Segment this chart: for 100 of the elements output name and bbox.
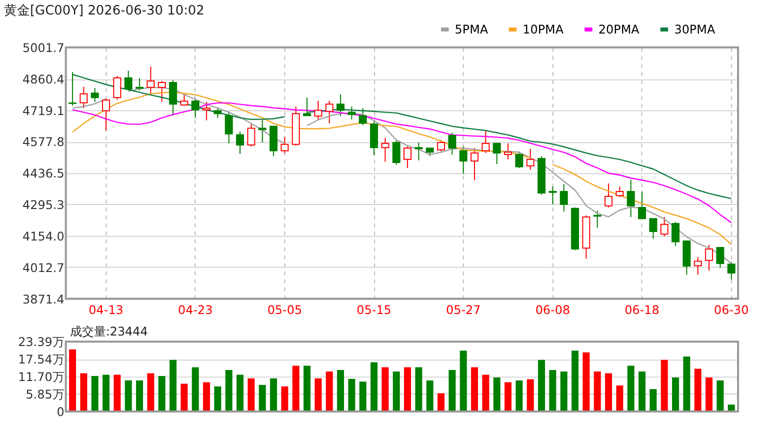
y-tick-label: 5.85万: [26, 388, 64, 402]
y-tick-label: 4295.3: [22, 198, 64, 212]
x-tick-label: 06-08: [535, 303, 570, 318]
candlestick: [303, 97, 312, 117]
bar: [426, 380, 434, 412]
candlestick: [515, 150, 524, 169]
bar: [660, 360, 668, 412]
bar: [448, 370, 456, 412]
y-tick-label: 4154.0: [22, 229, 64, 244]
candlestick: [90, 88, 99, 102]
candlestick: [504, 142, 512, 160]
candlestick: [548, 186, 557, 205]
line-series: [72, 102, 732, 224]
bar: [236, 374, 244, 412]
bar: [605, 373, 612, 412]
bar: [326, 371, 333, 412]
bar: [370, 362, 378, 412]
candlestick: [492, 142, 501, 165]
candlestick: [660, 216, 668, 237]
candlestick: [214, 108, 222, 118]
candlestick: [325, 100, 334, 124]
bar: [694, 368, 702, 412]
bar: [114, 374, 121, 412]
bar: [560, 371, 568, 412]
bar: [192, 367, 199, 412]
candlestick: [258, 119, 266, 144]
x-tick-label: 04-23: [178, 303, 213, 318]
bar: [158, 376, 166, 412]
bar: [594, 371, 601, 412]
candlestick: [649, 218, 658, 240]
candlestick: [169, 80, 178, 116]
candlestick: [392, 140, 400, 166]
candlestick: [146, 66, 155, 96]
candlestick: [705, 244, 714, 272]
y-tick-label: 4436.5: [22, 166, 64, 181]
y-tick-label: 3871.4: [22, 292, 64, 306]
bar: [102, 374, 110, 412]
bar: [91, 376, 98, 412]
bar: [672, 377, 680, 412]
bar: [69, 349, 76, 412]
bar: [147, 373, 154, 412]
y-tick-label: 5001.7: [22, 40, 64, 55]
candlestick: [158, 80, 166, 102]
candlestick: [404, 146, 412, 169]
candlestick: [437, 140, 446, 152]
bar: [304, 366, 311, 412]
x-tick-label: 05-05: [267, 303, 302, 318]
bar: [225, 370, 232, 412]
bar: [504, 382, 512, 412]
bar: [292, 366, 300, 412]
x-tick-label: 05-27: [446, 303, 481, 318]
bar: [493, 377, 500, 412]
y-tick-label: 17.54万: [18, 352, 64, 367]
bar: [270, 378, 278, 412]
candlestick: [102, 98, 110, 132]
candlestick: [80, 86, 88, 109]
bar: [392, 371, 400, 412]
bar: [170, 360, 177, 412]
bar: [683, 356, 690, 412]
chart-title: 黄金[GC00Y] 2026-06-30 10:02: [4, 4, 204, 19]
candlestick: [348, 106, 356, 120]
candlestick: [381, 137, 390, 162]
bar: [471, 367, 478, 412]
bar: [359, 382, 366, 412]
candlestick: [247, 124, 256, 148]
candlestick: [202, 101, 211, 121]
bar: [716, 380, 724, 412]
candlestick: [672, 221, 680, 246]
candlestick: [526, 148, 534, 170]
x-tick-label: 04-13: [88, 303, 124, 318]
bar: [415, 367, 422, 412]
candlestick: [482, 130, 490, 154]
candlestick: [191, 98, 200, 118]
candlestick: [593, 210, 602, 228]
bar: [627, 366, 634, 412]
candlestick: [459, 146, 468, 174]
candlestick: [136, 78, 144, 92]
candlestick: [113, 76, 122, 100]
candlestick: [236, 131, 244, 154]
y-tick-label: 4719.1: [22, 104, 64, 118]
y-tick-label: 0: [56, 404, 64, 419]
candlestick: [280, 136, 289, 154]
bar: [538, 360, 546, 412]
bar: [526, 379, 534, 412]
legend-label: 5PMA: [454, 22, 489, 36]
bar: [516, 380, 523, 412]
bar: [404, 367, 412, 412]
bar: [136, 380, 144, 412]
candlestick: [414, 142, 423, 161]
y-tick-label: 11.70万: [18, 370, 64, 384]
bar: [706, 377, 713, 412]
bar: [460, 350, 467, 412]
bar: [248, 378, 255, 412]
candlestick: [694, 256, 702, 276]
legend-label: 10PMA: [522, 22, 564, 36]
candlestick: [716, 246, 724, 268]
candlestick: [370, 121, 378, 156]
x-tick-label: 06-18: [624, 303, 660, 318]
bar: [314, 378, 322, 412]
candlestick: [626, 179, 635, 218]
